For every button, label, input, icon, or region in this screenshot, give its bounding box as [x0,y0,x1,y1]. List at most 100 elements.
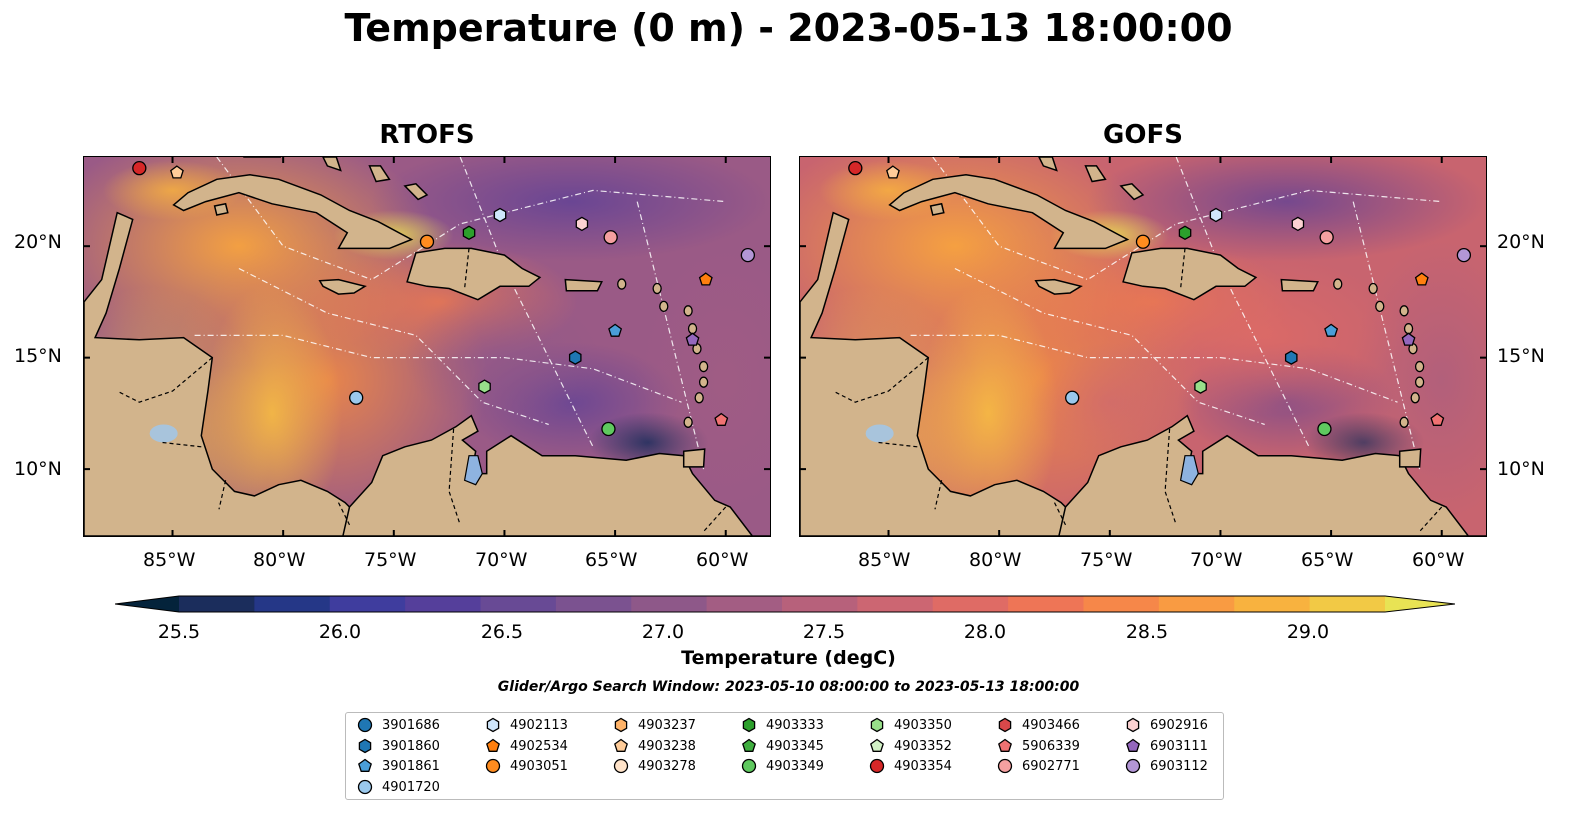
colorbar-segment [179,596,255,612]
land-puerto-rico [1280,278,1319,292]
island [1375,300,1385,313]
circle-marker [869,758,885,774]
legend-label: 6902916 [1150,717,1208,733]
island [1399,416,1409,428]
legend-label: 4902113 [510,717,568,733]
float-marker-4903354 [848,160,863,176]
circle-marker-icon [869,758,885,774]
colorbar-segment [405,596,481,612]
circle-marker [485,758,501,774]
land-trinidad [682,448,706,468]
legend-label: 4903466 [1022,717,1080,733]
float-marker-4903354 [132,160,147,176]
land-trinidad [1398,448,1422,468]
legend-item: 4902113 [484,715,568,735]
land-cuba [888,174,1130,250]
float-marker-4903051 [419,234,435,249]
island [1368,282,1378,295]
pentagon-marker-icon [742,738,756,752]
colorbar [115,595,1455,613]
maritime-boundary-line [954,267,1265,426]
lat-label-10n-left: 10°N [14,458,62,480]
legend-label: 6903112 [1150,758,1208,774]
legend-item: 4903237 [612,715,696,735]
lon-label-75w-rtofs: 75°W [364,549,417,571]
country-border [116,357,213,403]
float-marker-6902771 [1319,230,1334,245]
legend-item: 4903051 [484,756,568,776]
pentagon-marker [870,738,884,752]
float-marker-5906339 [1430,412,1445,426]
hexagon-marker-icon [998,717,1012,733]
colorbar-extend-max [1385,596,1455,612]
lat-label-15n-left: 15°N [14,345,62,367]
lon-label-70w-gofs: 70°W [1190,549,1243,571]
colorbar-tick: 26.5 [480,621,524,643]
island [687,323,698,335]
circle-marker [357,779,373,795]
float-marker-4903350 [478,379,491,394]
float-marker-3901860 [568,350,582,365]
pentagon-marker-icon [358,758,372,772]
circle-marker [1125,758,1141,774]
legend-item: 6902771 [996,756,1080,776]
pentagon-marker [998,738,1012,752]
island [683,416,693,428]
pentagon-marker-icon [486,738,500,752]
float-marker-6903112 [740,247,756,263]
legend-item: 6903111 [1124,736,1208,756]
map-canvas-rtofs [84,157,770,536]
float-marker-4903349 [601,421,616,437]
country-border [218,480,227,510]
float-marker-4902113 [1209,207,1223,223]
colorbar-tick: 27.5 [802,621,846,643]
lake-nicaragua [149,424,178,443]
legend-item: 3901860 [356,736,440,756]
legend-label: 5906339 [1022,738,1080,754]
float-marker-4901720 [1065,390,1080,405]
circle-marker-icon [357,779,373,795]
colorbar-segment [782,596,858,612]
legend-item: 4901720 [356,777,440,797]
legend: 3901686 3901860 3901861 4901720 4902113 … [345,712,1224,800]
colorbar-segment [555,596,632,612]
legend-label: 4903237 [638,717,696,733]
island [1403,323,1414,335]
legend-label: 4903278 [638,758,696,774]
colorbar-segment [329,596,406,612]
float-marker-3901861 [608,323,623,337]
lon-label-75w-gofs: 75°W [1080,549,1133,571]
hexagon-marker [998,717,1012,733]
colorbar-tick: 26.0 [318,621,362,643]
legend-label: 6902771 [1022,758,1080,774]
legend-item: 3901686 [356,715,440,735]
maritime-boundary-line [932,157,1442,281]
float-marker-4902534 [698,272,713,286]
country-border [832,357,929,403]
island [698,360,709,373]
hexagon-marker-icon [614,717,628,733]
hexagon-marker [614,717,628,733]
island [1410,392,1420,404]
legend-item: 4903238 [612,736,696,756]
lat-label-20n-right: 20°N [1497,231,1545,253]
land-jamaica [318,278,367,295]
float-marker-3901860 [1284,350,1298,365]
land-south-america [342,414,770,536]
lon-label-60w-rtofs: 60°W [696,549,749,571]
lake-nicaragua [865,424,894,443]
colorbar-segment [254,596,331,612]
hexagon-marker [870,717,884,733]
legend-label: 3901861 [382,758,440,774]
colorbar-outline [115,595,1455,613]
lon-label-65w-gofs: 65°W [1301,549,1354,571]
temperature-field-blob [202,283,343,536]
maritime-boundary-line [910,334,1398,403]
circle-marker-icon [613,758,629,774]
lon-label-65w-rtofs: 65°W [585,549,638,571]
land-bahamas-a [322,157,342,172]
hexagon-marker-icon [870,717,884,733]
colorbar-tick: 28.0 [963,621,1007,643]
temperature-field-blob [918,283,1059,536]
land-isla-juventud [929,202,945,216]
